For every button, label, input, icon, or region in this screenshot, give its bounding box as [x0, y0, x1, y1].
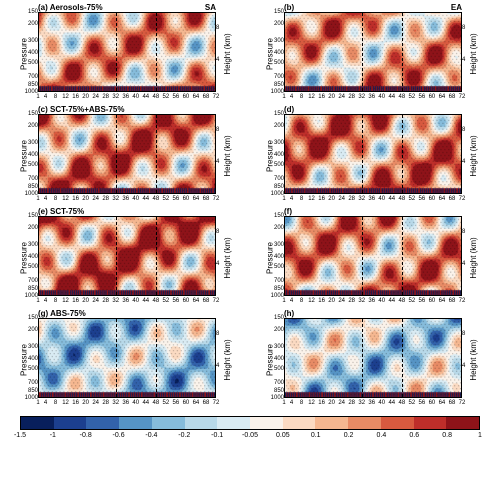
x-ticks: 14812162024283236404448525660646872 [284, 94, 462, 104]
plot-area [284, 114, 462, 194]
y-ticks: 1502003004005007008501000 [268, 318, 284, 398]
x-ticks: 14812162024283236404448525660646872 [284, 298, 462, 308]
x-ticks: 14812162024283236404448525660646872 [38, 298, 216, 308]
y-ticks: 1502003004005007008501000 [22, 318, 38, 398]
x-ticks: 14812162024283236404448525660646872 [284, 400, 462, 410]
panel-title: (h) [284, 309, 294, 318]
y-ticks: 1502003004005007008501000 [22, 216, 38, 296]
panel-title: (b) [284, 3, 294, 12]
yr-ticks: 84 [462, 318, 474, 398]
panel-c: (c) SCT-75%+ABS-75% Pressure Height (km)… [8, 106, 246, 206]
y-ticks: 1502003004005007008501000 [268, 114, 284, 194]
yr-ticks: 84 [462, 216, 474, 296]
plot-area [284, 318, 462, 398]
yr-ticks: 84 [462, 114, 474, 194]
panel-title: (g) ABS-75% [38, 309, 86, 318]
yr-ticks: 84 [216, 318, 228, 398]
plot-area [38, 318, 216, 398]
y-ticks: 1502003004005007008501000 [268, 12, 284, 92]
panel-region: EA [451, 3, 462, 12]
yr-ticks: 84 [216, 114, 228, 194]
panel-f: (f) Pressure Height (km) 150200300400500… [254, 208, 492, 308]
yr-ticks: 84 [216, 12, 228, 92]
y-ticks: 1502003004005007008501000 [22, 114, 38, 194]
panel-title: (a) Aerosols-75% [38, 3, 103, 12]
x-ticks: 14812162024283236404448525660646872 [38, 400, 216, 410]
x-ticks: 14812162024283236404448525660646872 [38, 94, 216, 104]
panel-title: (d) [284, 105, 294, 114]
y-ticks: 1502003004005007008501000 [22, 12, 38, 92]
yr-ticks: 84 [462, 12, 474, 92]
panel-d: (d) Pressure Height (km) 150200300400500… [254, 106, 492, 206]
plot-area [284, 12, 462, 92]
plot-area [38, 216, 216, 296]
y-ticks: 1502003004005007008501000 [268, 216, 284, 296]
panel-region: SA [205, 3, 216, 12]
plot-area [284, 216, 462, 296]
x-ticks: 14812162024283236404448525660646872 [284, 196, 462, 206]
panel-h: (h) Pressure Height (km) 150200300400500… [254, 310, 492, 410]
panel-g: (g) ABS-75% Pressure Height (km) 1502003… [8, 310, 246, 410]
x-ticks: 14812162024283236404448525660646872 [38, 196, 216, 206]
panel-title: (e) SCT-75% [38, 207, 84, 216]
plot-area [38, 114, 216, 194]
panel-e: (e) SCT-75% Pressure Height (km) 1502003… [8, 208, 246, 308]
panel-title: (c) SCT-75%+ABS-75% [38, 105, 124, 114]
panel-a: (a) Aerosols-75% SA Pressure Height (km)… [8, 4, 246, 104]
panel-title: (f) [284, 207, 292, 216]
panel-b: (b) EA Pressure Height (km) 150200300400… [254, 4, 492, 104]
yr-ticks: 84 [216, 216, 228, 296]
plot-area [38, 12, 216, 92]
